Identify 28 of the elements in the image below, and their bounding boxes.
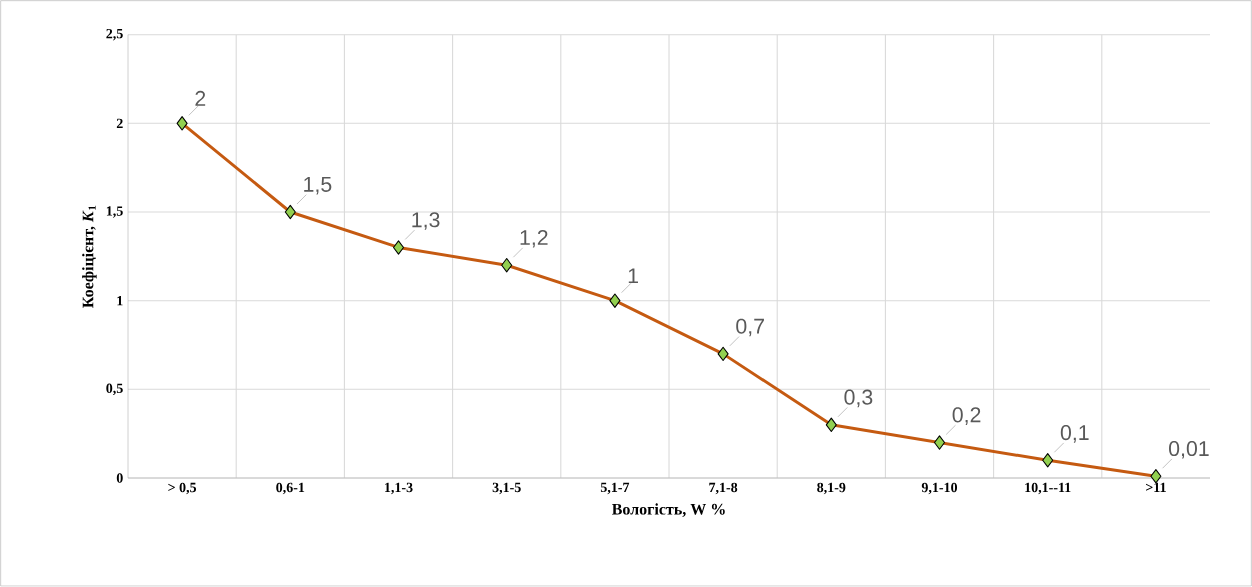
x-tick-label: 5,1-7 bbox=[600, 482, 630, 495]
data-label: 0,1 bbox=[1060, 425, 1089, 443]
x-tick-label: 3,1-5 bbox=[492, 482, 521, 495]
data-label: 1,2 bbox=[520, 230, 548, 248]
data-label: 0,3 bbox=[844, 389, 873, 408]
x-tick-label: >11 bbox=[1146, 482, 1166, 493]
y-axis-title: Коефіцієнт, K$_{1}$ bbox=[82, 205, 97, 309]
data-label: 1,3 bbox=[412, 212, 440, 231]
x-tick-label: 7,1-8 bbox=[709, 482, 738, 495]
y-tick-label: 0,5 bbox=[106, 383, 123, 396]
y-tick-label: 1 bbox=[117, 296, 123, 306]
x-tick-label: 8,1-9 bbox=[817, 482, 846, 495]
data-label: 0,01 bbox=[1169, 441, 1209, 459]
x-axis-title: Вологість, W % bbox=[611, 503, 725, 518]
y-tick-label: 2 bbox=[116, 118, 123, 129]
x-tick-label: 10,1--11 bbox=[1025, 482, 1071, 495]
y-tick-label: 1,5 bbox=[106, 206, 123, 218]
data-label: 2 bbox=[195, 91, 206, 106]
data-label: 1 bbox=[628, 268, 638, 284]
data-label: 0,7 bbox=[736, 318, 764, 337]
x-tick-label: 9,1-10 bbox=[921, 482, 958, 495]
data-label: 0,2 bbox=[952, 407, 981, 426]
y-tick-label: 0 bbox=[116, 473, 123, 483]
x-tick-label: > 0,5 bbox=[168, 482, 197, 495]
x-tick-label: 0,6-1 bbox=[276, 482, 305, 495]
x-tick-label: 1,1-3 bbox=[385, 482, 413, 495]
data-label: 1,5 bbox=[304, 177, 332, 195]
y-tick-label: 2,5 bbox=[106, 29, 123, 41]
